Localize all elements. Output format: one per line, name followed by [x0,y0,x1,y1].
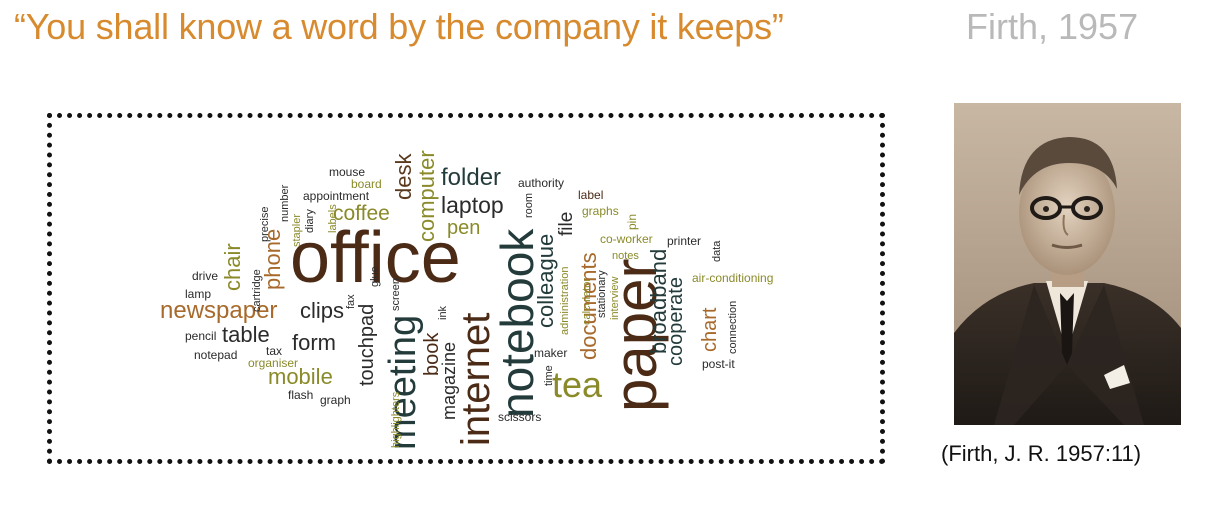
word-cloud-frame [47,113,885,464]
attribution-title: Firth, 1957 [966,6,1139,47]
citation-caption: (Firth, J. R. 1957:11) [941,441,1142,466]
firth-portrait [954,103,1181,425]
quote-title: “You shall know a word by the company it… [14,6,784,47]
